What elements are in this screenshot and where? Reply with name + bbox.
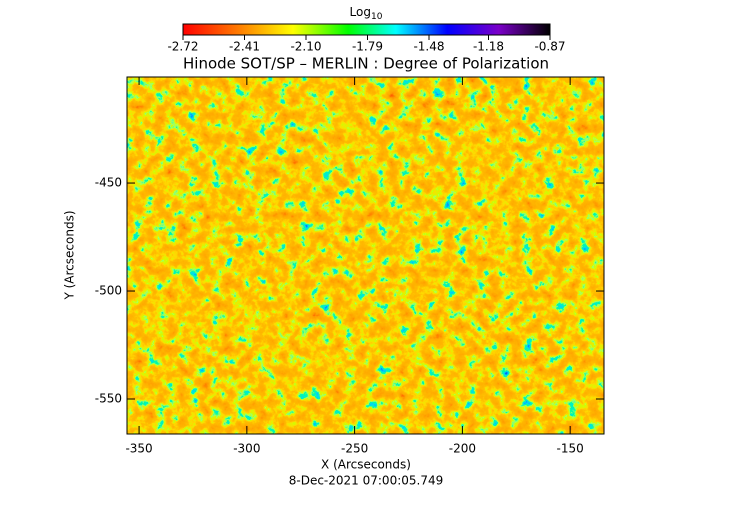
colorbar-tick-label: -0.87 bbox=[534, 40, 565, 54]
colorbar-label-sub: 10 bbox=[371, 12, 383, 22]
x-tick-label: -300 bbox=[233, 442, 260, 456]
x-axis-label: X (Arcseconds) bbox=[321, 458, 411, 472]
colorbar-tick-label: -1.18 bbox=[473, 40, 504, 54]
y-tick-label: -550 bbox=[95, 392, 122, 406]
plot-frame bbox=[126, 76, 605, 435]
x-tick-label: -250 bbox=[341, 442, 368, 456]
colorbar-label: Log10 bbox=[350, 5, 383, 22]
colorbar-tick-label: -2.72 bbox=[167, 40, 198, 54]
y-tick-label: -500 bbox=[95, 284, 122, 298]
polarization-map bbox=[127, 77, 604, 434]
y-axis-label: Y (Arcseconds) bbox=[63, 210, 77, 300]
x-tick-label: -150 bbox=[557, 442, 584, 456]
colorbar-tick-label: -2.10 bbox=[290, 40, 321, 54]
colorbar bbox=[182, 23, 551, 36]
x-tick-label: -350 bbox=[125, 442, 152, 456]
colorbar-label-main: Log bbox=[350, 5, 371, 19]
chart-title: Hinode SOT/SP – MERLIN : Degree of Polar… bbox=[183, 55, 549, 73]
x-tick-label: -200 bbox=[449, 442, 476, 456]
subtitle: 8-Dec-2021 07:00:05.749 bbox=[289, 474, 443, 488]
y-tick-label: -450 bbox=[95, 176, 122, 190]
colorbar-tick-label: -1.48 bbox=[413, 40, 444, 54]
colorbar-tick-label: -1.79 bbox=[352, 40, 383, 54]
colorbar-tick-label: -2.41 bbox=[229, 40, 260, 54]
